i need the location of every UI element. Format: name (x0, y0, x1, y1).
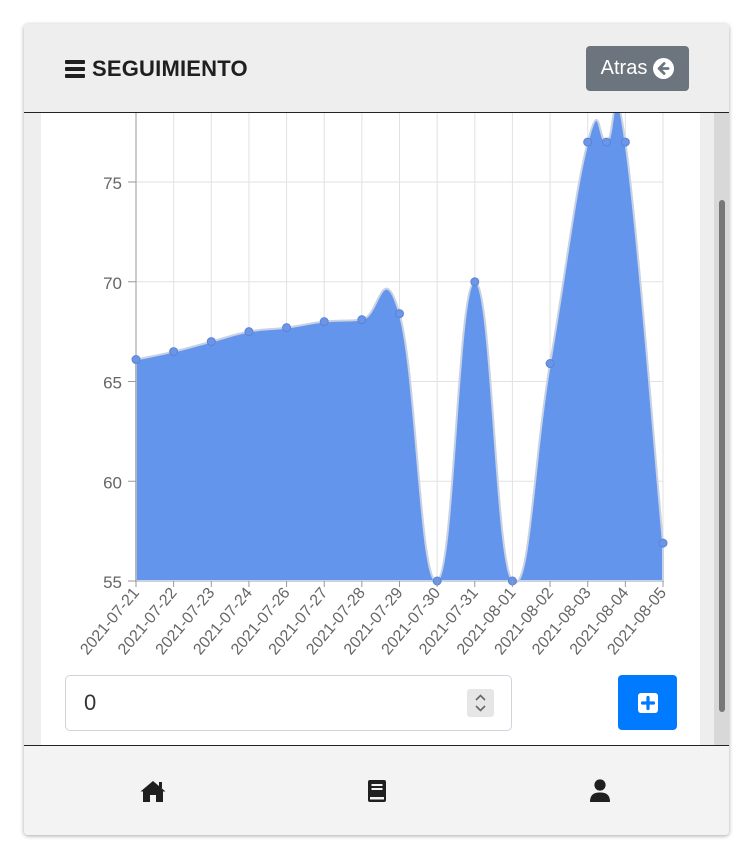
data-point[interactable] (470, 277, 480, 287)
page-title-text: SEGUIMIENTO (92, 56, 248, 81)
data-point[interactable] (206, 337, 216, 347)
value-input[interactable] (66, 676, 474, 730)
data-point[interactable] (244, 327, 254, 337)
spinner-arrows-icon[interactable] (467, 689, 494, 717)
nav-user[interactable] (585, 776, 615, 806)
data-point[interactable] (545, 359, 555, 369)
app-window: SEGUIMIENTO Atras 55 60 65 70 75 2021-07-21 2… (24, 24, 729, 835)
weight-chart: 55 60 65 70 75 2021-07-212021-07-222021-07-2… (77, 113, 670, 658)
data-point[interactable] (357, 315, 367, 325)
data-point[interactable] (620, 137, 630, 147)
add-button[interactable] (618, 675, 677, 730)
data-point[interactable] (282, 323, 292, 333)
user-icon (590, 779, 610, 802)
nav-home[interactable] (138, 776, 168, 806)
y-tick-label: 75 (103, 174, 122, 193)
back-button-label: Atras (600, 57, 648, 79)
y-tick-label: 55 (103, 573, 122, 592)
bottom-nav (24, 745, 729, 835)
data-point[interactable] (319, 317, 329, 327)
home-icon (140, 781, 166, 802)
value-input-box (65, 675, 512, 731)
book-icon (368, 780, 386, 802)
bars-icon[interactable] (65, 60, 85, 78)
data-point[interactable] (395, 309, 404, 319)
data-point[interactable] (602, 137, 612, 147)
x-axis-ticks: 2021-07-212021-07-222021-07-232021-07-24… (77, 581, 670, 658)
y-tick-label: 65 (103, 374, 122, 393)
data-point[interactable] (169, 347, 179, 357)
scrollbar-thumb[interactable] (719, 200, 725, 712)
chevron-up-down-icon (475, 694, 486, 712)
y-tick-label: 70 (103, 274, 122, 293)
back-button[interactable]: Atras (586, 46, 689, 91)
data-point[interactable] (658, 538, 668, 548)
page-title: SEGUIMIENTO (65, 56, 248, 82)
top-bar: SEGUIMIENTO Atras (24, 24, 729, 113)
scrollbar[interactable] (714, 113, 729, 745)
y-axis-ticks: 55 60 65 70 75 (103, 174, 136, 592)
plus-square-icon (637, 692, 658, 713)
nav-book[interactable] (362, 776, 392, 806)
data-point[interactable] (131, 355, 141, 365)
y-tick-label: 60 (103, 473, 122, 492)
data-point[interactable] (583, 137, 593, 147)
arrow-circle-left-icon (653, 58, 675, 79)
content-area: 55 60 65 70 75 2021-07-21 2021-07-22 2021-07-2… (24, 113, 729, 745)
